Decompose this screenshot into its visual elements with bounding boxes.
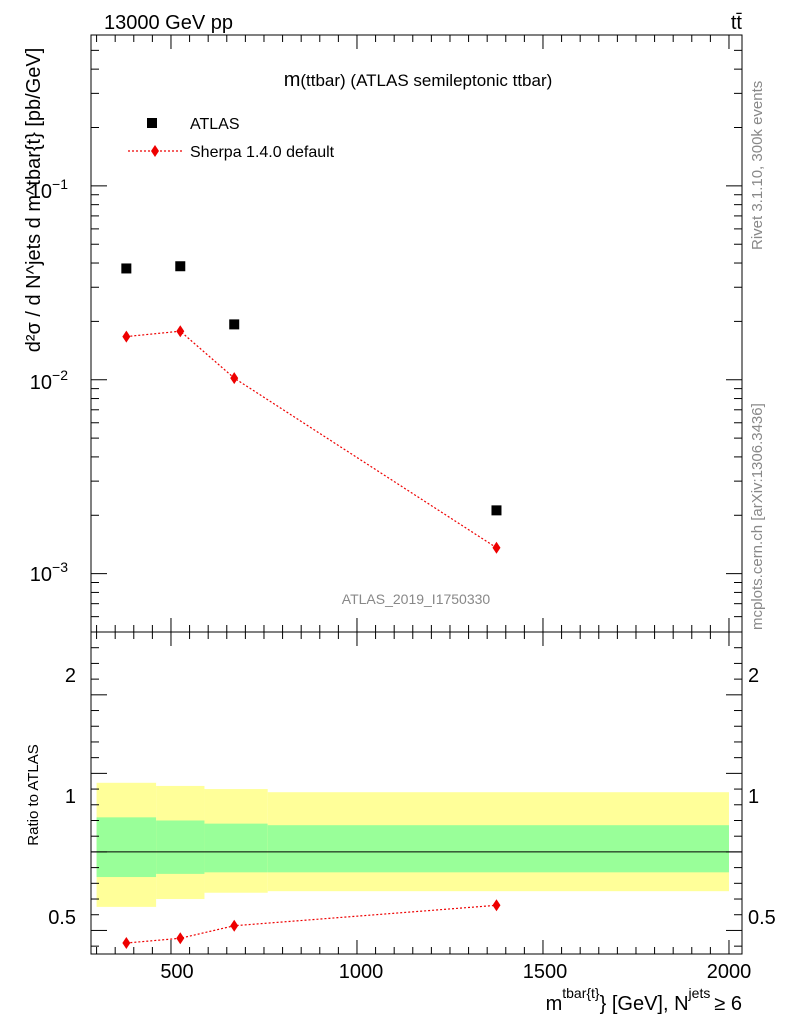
- plot-title: m(ttbar) (ATLAS semileptonic ttbar): [284, 69, 553, 91]
- xtick-label-500: 500: [160, 961, 193, 983]
- ytick-label-2: 10−3: [30, 559, 68, 586]
- ytick-label-0: 10−1: [30, 176, 68, 203]
- xtick-label-1500: 1500: [523, 961, 568, 983]
- ratio-y-axis-label: Ratio to ATLAS: [25, 744, 42, 845]
- ratio-axis-ticks: [91, 632, 742, 954]
- sherpa-point: [176, 325, 185, 338]
- x-axis-label: mtbar{t}} [GeV], Njets ≥ 6: [546, 985, 742, 1015]
- ratio-sherpa-point: [492, 899, 501, 912]
- rivet-version-label: Rivet 3.1.10, 300k events: [749, 81, 766, 250]
- ratio-band-inner-1: [156, 820, 205, 874]
- atlas-point: [121, 263, 132, 274]
- mcplots-label: mcplots.cern.ch [arXiv:1306.3436]: [749, 403, 766, 630]
- main-axis-ticks: [91, 35, 742, 633]
- legend-sherpa-marker: [151, 145, 159, 157]
- ratio-ytick-label-05: 0.5: [48, 907, 76, 929]
- sherpa-point: [230, 372, 239, 385]
- energy-label: 13000 GeV pp: [104, 12, 233, 34]
- ratio-ytick-label-1-right: 1: [748, 786, 759, 808]
- main-panel: 10−1 10−2 10−3 d²σ / d N^jets d m^tbar{t…: [23, 34, 743, 633]
- atlas-point: [229, 319, 240, 330]
- ratio-ytick-label-2-right: 2: [748, 665, 759, 687]
- ratio-sherpa-point: [230, 919, 239, 932]
- legend: ATLAS Sherpa 1.4.0 default: [128, 116, 335, 161]
- ratio-series: [122, 899, 501, 950]
- ytick-label-1: 10−2: [30, 367, 68, 394]
- main-series: [121, 261, 502, 554]
- sherpa-point: [492, 541, 501, 554]
- atlas-point: [491, 505, 502, 516]
- main-plot-frame: [90, 34, 743, 633]
- process-label: tt̄: [731, 12, 743, 34]
- ratio-sherpa-point: [176, 932, 185, 945]
- xtick-label-2000: 2000: [707, 961, 752, 983]
- ratio-plot-frame: [90, 631, 743, 955]
- atlas-point: [175, 261, 186, 272]
- legend-atlas-label: ATLAS: [190, 116, 240, 133]
- legend-sherpa-label: Sherpa 1.4.0 default: [190, 144, 335, 161]
- ratio-ytick-label-2: 2: [65, 665, 76, 687]
- xtick-label-1000: 1000: [339, 961, 384, 983]
- sherpa-point: [122, 330, 131, 343]
- main-y-tick-labels: 10−1 10−2 10−3: [30, 176, 68, 586]
- ratio-band-inner-0: [96, 817, 157, 878]
- ratio-band-inner-2: [204, 823, 268, 873]
- ratio-ytick-label-05-right: 0.5: [748, 907, 776, 929]
- analysis-id-label: ATLAS_2019_I1750330: [342, 591, 491, 607]
- ratio-sherpa-point: [122, 937, 131, 950]
- legend-atlas-marker: [147, 118, 157, 128]
- sherpa-line: [126, 330, 497, 549]
- ratio-ytick-label-1: 1: [65, 786, 76, 808]
- ratio-band-inner-3: [267, 825, 729, 873]
- ratio-bands: [96, 782, 729, 907]
- main-y-axis-label: d²σ / d N^jets d m^tbar{t} [pb/GeV]: [23, 48, 45, 353]
- ratio-sherpa-line: [126, 904, 497, 944]
- ratio-panel: 2 1 0.5 2 1 0.5 Ratio to ATLAS 500 1000 …: [25, 631, 776, 1015]
